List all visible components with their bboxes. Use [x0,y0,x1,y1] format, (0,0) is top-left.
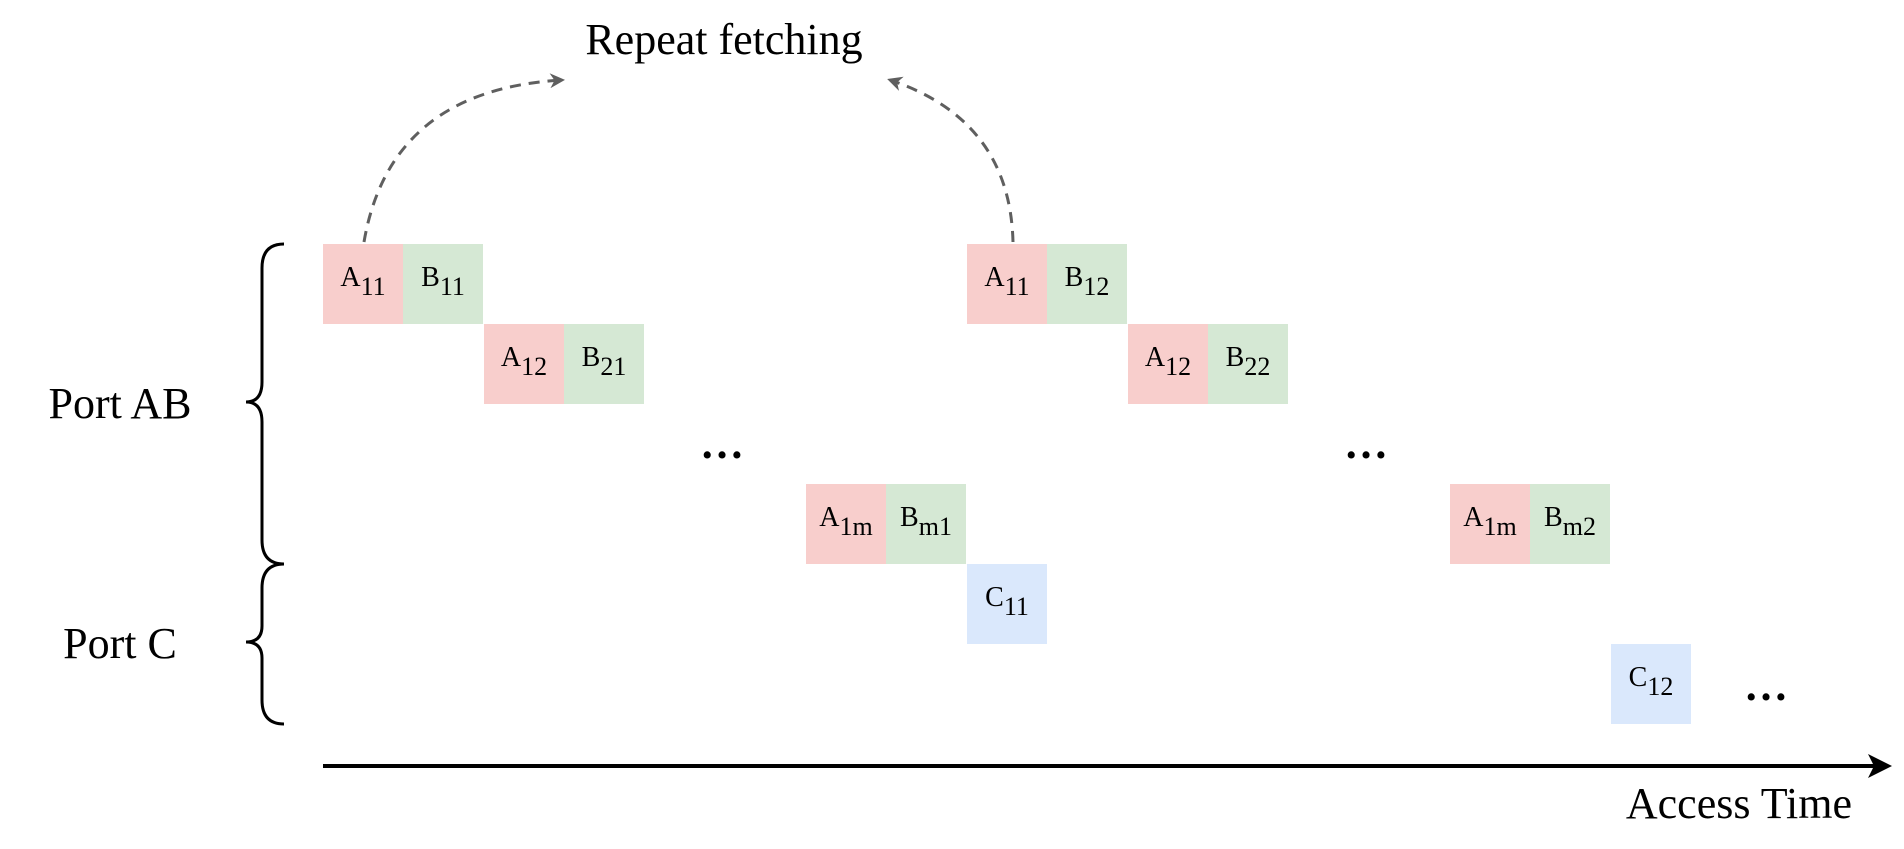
block-rect [886,484,966,564]
block-label-subscript: 1m [840,512,873,541]
block-rect [806,484,886,564]
block-rect [403,244,483,324]
ellipsis-1: … [700,419,748,468]
block-b-m1: Bm1 [886,484,966,564]
block-c-11: C11 [967,564,1047,644]
block-label: Bm1 [900,502,952,541]
block-c-12: C12 [1611,644,1691,724]
block-label: B12 [1065,262,1110,301]
block-rect [1128,324,1208,404]
block-label-subscript: 12 [1165,352,1191,381]
block-a-12: A12 [1128,324,1208,404]
block-label: B11 [421,262,465,301]
block-label-subscript: 12 [1083,272,1109,301]
block-b-12: B12 [1047,244,1127,324]
block-rect [1208,324,1288,404]
block-b-11: B11 [403,244,483,324]
block-b-21: B21 [564,324,644,404]
axis-label: Access Time [1626,779,1852,828]
port-ab-label: Port AB [48,379,191,428]
block-label-subscript: 11 [1004,592,1029,621]
ellipsis-2: … [1344,419,1392,468]
block-label-subscript: 1m [1484,512,1517,541]
port-c-label: Port C [63,619,177,668]
block-label: A12 [1145,342,1191,381]
block-rect [323,244,403,324]
block-label-subscript: 12 [1647,672,1673,701]
block-rect [1530,484,1610,564]
diagram-title: Repeat fetching [585,15,862,64]
block-label-subscript: 11 [440,272,465,301]
block-b-m2: Bm2 [1530,484,1610,564]
block-label-base: A [1145,342,1166,373]
block-label-base: B [582,342,601,373]
block-a-12: A12 [484,324,564,404]
block-label: A1m [1463,502,1516,541]
block-label-base: B [900,502,919,533]
block-b-22: B22 [1208,324,1288,404]
block-label: C12 [1629,662,1674,701]
block-label-base: A [819,502,840,533]
block-label-base: B [1065,262,1084,293]
block-a-11: A11 [967,244,1047,324]
block-label: C11 [985,582,1029,621]
block-rect [1611,644,1691,724]
block-rect [484,324,564,404]
block-rect [967,244,1047,324]
repeat-fetch-arrow-left [362,73,565,243]
block-label-subscript: 11 [361,272,386,301]
block-label-base: A [984,262,1005,293]
block-label: A11 [340,262,385,301]
block-label-subscript: m1 [919,512,952,541]
block-rect [1047,244,1127,324]
ellipsis-3: … [1744,661,1792,710]
block-label: B21 [582,342,627,381]
block-label-base: B [421,262,440,293]
port-ab-brace [245,242,285,566]
port-c-brace [245,562,285,726]
block-label-subscript: 21 [600,352,626,381]
block-label-subscript: 12 [521,352,547,381]
block-label-base: C [1629,662,1648,693]
block-label-base: C [985,582,1004,613]
block-rect [967,564,1047,644]
block-label-base: A [501,342,522,373]
block-label: A1m [819,502,872,541]
repeat-fetch-arrow-right [887,76,1015,243]
block-label-subscript: 11 [1005,272,1030,301]
block-label-base: A [340,262,361,293]
time-axis-arrowhead [1868,754,1892,778]
block-a-1m: A1m [806,484,886,564]
block-rect [1450,484,1530,564]
block-a-1m: A1m [1450,484,1530,564]
block-label: A11 [984,262,1029,301]
block-rect [564,324,644,404]
block-label: B22 [1226,342,1271,381]
block-label-subscript: m2 [1563,512,1596,541]
block-label: A12 [501,342,547,381]
block-label-base: B [1544,502,1563,533]
block-label-base: A [1463,502,1484,533]
block-label: Bm2 [1544,502,1596,541]
block-label-subscript: 22 [1244,352,1270,381]
block-label-base: B [1226,342,1245,373]
block-a-11: A11 [323,244,403,324]
